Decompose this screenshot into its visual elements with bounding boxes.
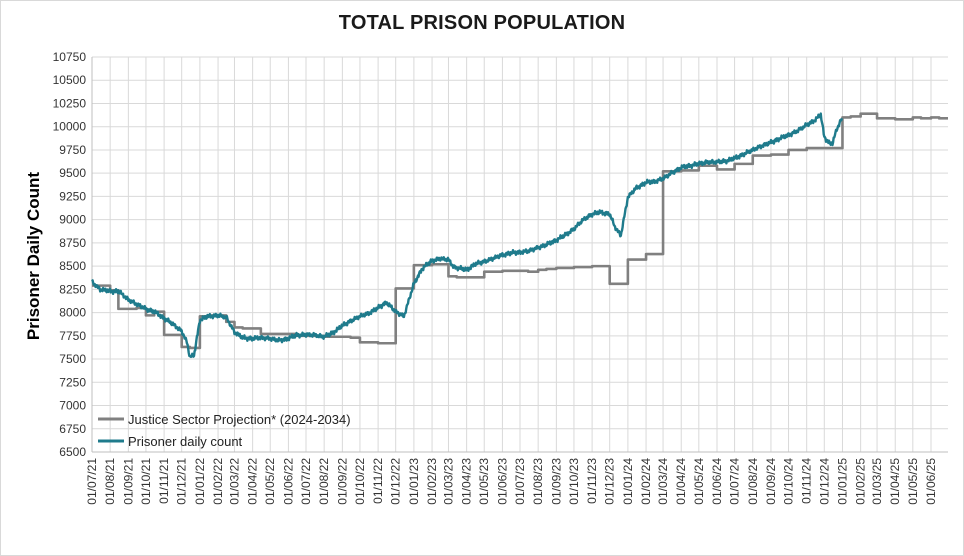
y-tick-label: 10250 bbox=[53, 96, 87, 110]
y-tick-label: 8000 bbox=[59, 306, 86, 320]
x-tick-label: 01/04/23 bbox=[460, 458, 474, 505]
x-tick-label: 01/08/21 bbox=[103, 458, 117, 505]
y-tick-label: 7500 bbox=[59, 352, 86, 366]
x-tick-label: 01/05/23 bbox=[477, 458, 491, 505]
x-tick-label: 01/02/22 bbox=[211, 458, 225, 505]
y-tick-label: 8750 bbox=[59, 236, 86, 250]
x-tick-label: 01/10/24 bbox=[782, 458, 796, 505]
x-tick-label: 01/12/24 bbox=[817, 458, 831, 505]
x-tick-label: 01/10/22 bbox=[353, 458, 367, 505]
x-tick-label: 01/03/25 bbox=[870, 458, 884, 505]
series-lines bbox=[91, 112, 948, 359]
x-tick-label: 01/11/21 bbox=[157, 458, 171, 504]
x-tick-label: 01/07/22 bbox=[299, 458, 313, 505]
y-tick-label: 9500 bbox=[59, 166, 86, 180]
x-tick-label: 01/01/24 bbox=[621, 458, 635, 505]
chart-title: TOTAL PRISON POPULATION bbox=[338, 12, 626, 34]
x-tick-label: 01/05/24 bbox=[692, 458, 706, 505]
x-tick-label: 01/09/21 bbox=[121, 458, 135, 505]
x-tick-label: 01/03/23 bbox=[441, 458, 455, 505]
x-tick-label: 01/09/22 bbox=[335, 458, 349, 505]
y-tick-label: 10750 bbox=[53, 50, 87, 64]
x-tick-label: 01/08/22 bbox=[317, 458, 331, 505]
x-tick-label: 01/03/24 bbox=[656, 458, 670, 505]
x-tick-labels: 01/07/21 01/08/21 01/09/21 01/10/21 01/11/21… bbox=[85, 458, 938, 505]
x-tick-label: 01/08/23 bbox=[531, 458, 545, 505]
x-tick-label: 01/08/24 bbox=[746, 458, 760, 505]
x-tick-label: 01/06/24 bbox=[710, 458, 724, 505]
y-tick-label: 6750 bbox=[59, 422, 86, 436]
x-tick-label: 01/01/25 bbox=[835, 458, 849, 505]
x-tick-label: 01/11/24 bbox=[800, 458, 814, 504]
y-tick-label: 9750 bbox=[59, 143, 86, 157]
y-tick-label: 10000 bbox=[53, 120, 87, 134]
x-tick-label: 01/10/21 bbox=[139, 458, 153, 505]
x-tick-label: 01/04/22 bbox=[246, 458, 260, 505]
y-tick-label: 9000 bbox=[59, 213, 86, 227]
x-tick-label: 01/06/23 bbox=[495, 458, 509, 505]
x-tick-label: 01/02/25 bbox=[854, 458, 868, 505]
x-tick-label: 01/04/24 bbox=[674, 458, 688, 505]
x-tick-label: 01/07/21 bbox=[85, 458, 99, 505]
gridlines bbox=[91, 56, 948, 453]
x-tick-label: 01/05/22 bbox=[263, 458, 277, 505]
x-tick-label: 01/01/23 bbox=[407, 458, 421, 505]
x-tick-label: 01/05/25 bbox=[906, 458, 920, 505]
x-tick-label: 01/07/24 bbox=[728, 458, 742, 505]
x-tick-label: 01/06/25 bbox=[924, 458, 938, 505]
y-tick-label: 7750 bbox=[59, 329, 86, 343]
x-tick-label: 01/12/23 bbox=[603, 458, 617, 505]
x-tick-label: 01/01/22 bbox=[193, 458, 207, 505]
x-tick-label: 01/09/24 bbox=[764, 458, 778, 505]
y-tick-label: 8500 bbox=[59, 259, 86, 273]
x-tick-label: 01/12/22 bbox=[389, 458, 403, 505]
y-tick-label: 10500 bbox=[53, 73, 87, 87]
series-line-1 bbox=[91, 112, 844, 359]
x-tick-label: 01/03/22 bbox=[227, 458, 241, 505]
x-tick-label: 01/11/22 bbox=[371, 458, 385, 504]
y-tick-labels: 6500 6750 7000 7250 7500 7750 8000 8250 8500 8750… bbox=[53, 50, 87, 459]
legend: Justice Sector Projection* (2024-2034) P… bbox=[98, 412, 351, 449]
x-tick-label: 01/06/22 bbox=[281, 458, 295, 505]
y-tick-label: 7250 bbox=[59, 375, 86, 389]
x-tick-label: 01/04/25 bbox=[888, 458, 902, 505]
x-tick-label: 01/07/23 bbox=[513, 458, 527, 505]
x-tick-label: 01/02/23 bbox=[425, 458, 439, 505]
y-tick-label: 8250 bbox=[59, 282, 86, 296]
y-tick-label: 6500 bbox=[59, 445, 86, 459]
x-tick-label: 01/10/23 bbox=[567, 458, 581, 505]
x-tick-label: 01/02/24 bbox=[639, 458, 653, 505]
x-tick-label: 01/12/21 bbox=[175, 458, 189, 505]
y-tick-label: 7000 bbox=[59, 399, 86, 413]
y-tick-label: 9250 bbox=[59, 189, 86, 203]
legend-label-daily-count: Prisoner daily count bbox=[128, 434, 243, 449]
x-tick-label: 01/09/23 bbox=[549, 458, 563, 505]
x-tick-label: 01/11/23 bbox=[585, 458, 599, 504]
legend-label-projection: Justice Sector Projection* (2024-2034) bbox=[128, 412, 351, 427]
